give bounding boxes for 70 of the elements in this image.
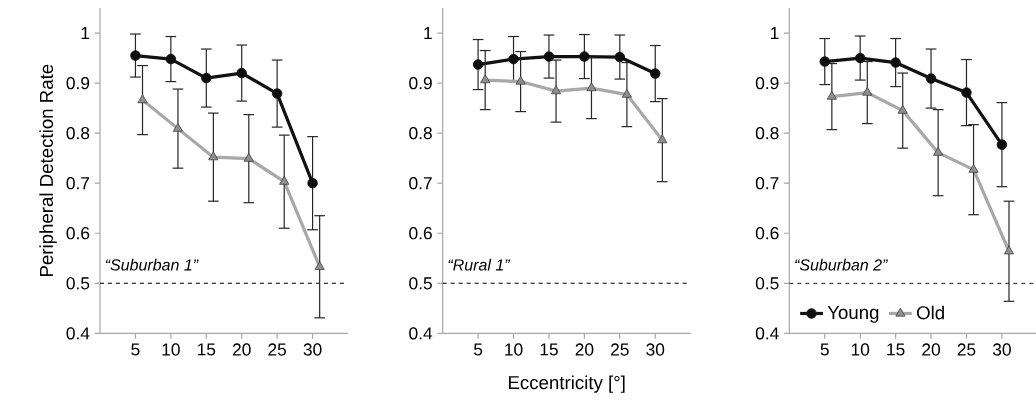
point	[890, 57, 901, 68]
x-tick-label: 15	[887, 343, 905, 356]
point	[862, 86, 873, 96]
x-tick-label: 10	[505, 343, 523, 356]
y-tick-label: 0.5	[66, 277, 90, 290]
y-tick-label: 0.8	[755, 126, 779, 140]
y-tick-label: 0.7	[755, 177, 779, 190]
point	[1003, 245, 1015, 255]
x-tick-label: 5	[820, 343, 829, 356]
legend-label: Old	[916, 305, 944, 320]
y-tick-label: 0.9	[66, 76, 90, 90]
point	[819, 56, 830, 67]
point	[968, 163, 979, 173]
point	[201, 72, 212, 84]
y-tick-label: 1	[424, 27, 432, 39]
y-tick-label: 0.4	[409, 327, 433, 340]
point	[854, 52, 866, 64]
point	[208, 151, 219, 161]
point	[271, 88, 283, 99]
x-tick-label: 15	[197, 343, 216, 356]
x-tick-label: 5	[131, 343, 140, 356]
point	[243, 152, 254, 162]
legend-label: Young	[827, 306, 879, 323]
x-tick-label: 30	[992, 343, 1011, 356]
x-tick-label: 20	[232, 343, 251, 356]
y-tick-label: 0.4	[66, 327, 90, 340]
x-tick-label: 30	[303, 343, 322, 356]
y-tick-label: 0.4	[755, 327, 779, 340]
y-tick-label: 0.6	[755, 227, 779, 240]
x-tick-label: 30	[646, 343, 665, 356]
point	[961, 87, 972, 98]
x-tick-label: 25	[611, 343, 629, 356]
y-tick-label: 1	[770, 27, 779, 39]
y-tick-label: 0.9	[755, 76, 779, 90]
point	[279, 175, 290, 185]
point	[165, 53, 177, 65]
x-tick-label: 20	[575, 343, 594, 356]
x-tick-label: 20	[922, 343, 941, 356]
y-tick-label: 0.7	[66, 177, 90, 190]
y-tick-label: 0.5	[755, 277, 779, 290]
x-tick-label: 10	[851, 343, 870, 356]
x-tick-label: 25	[957, 343, 976, 356]
y-tick-label: 0.7	[409, 177, 432, 190]
x-tick-label: 15	[540, 343, 558, 356]
x-tick-label: 5	[473, 343, 483, 356]
y-tick-label: 1	[81, 27, 90, 39]
point	[137, 94, 148, 104]
x-tick-label: 10	[162, 343, 180, 356]
point	[172, 122, 183, 132]
y-tick-label: 0.5	[409, 277, 432, 290]
y-tick-label: 0.6	[409, 227, 432, 240]
annotation: “Rural 1”	[448, 258, 511, 271]
y-tick-label: 0.8	[66, 126, 90, 140]
x-tick-label: 25	[268, 343, 287, 356]
x-axis-title: Eccentricity [°]	[508, 375, 625, 393]
point	[933, 146, 944, 156]
point	[236, 67, 247, 79]
annotation: “Suburban 1”	[105, 258, 199, 271]
point	[307, 177, 318, 189]
annotation: “Suburban 2”	[795, 258, 888, 271]
point	[996, 139, 1008, 150]
y-tick-label: 0.9	[409, 76, 432, 90]
y-tick-label: 0.6	[66, 227, 90, 240]
y-tick-label: 0.8	[409, 126, 432, 140]
point	[130, 50, 141, 61]
point	[897, 104, 908, 114]
point	[314, 261, 325, 270]
point	[925, 73, 937, 84]
y-axis-title: Peripheral Detection Rate	[39, 64, 57, 277]
point	[826, 90, 837, 100]
